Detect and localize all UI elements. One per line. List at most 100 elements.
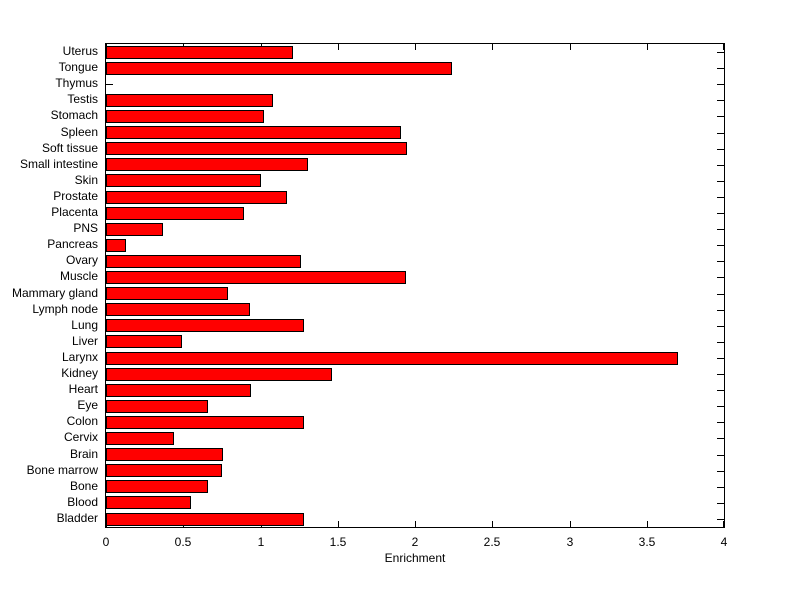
y-tick-mark-right <box>717 519 724 520</box>
bar <box>106 512 304 526</box>
category-label: Testis <box>67 92 98 107</box>
bar <box>106 448 224 462</box>
y-tick-mark-right <box>717 422 724 423</box>
y-tick-mark-right <box>717 503 724 504</box>
y-tick-mark-right <box>717 390 724 391</box>
bar <box>106 351 678 365</box>
y-tick-mark-right <box>717 487 724 488</box>
y-tick-mark-right <box>717 294 724 295</box>
category-label: Liver <box>71 333 98 348</box>
bar <box>106 319 304 333</box>
x-tick-label: 0 <box>102 535 110 549</box>
category-label: Ovary <box>65 253 98 268</box>
category-label: Cervix <box>63 430 98 445</box>
bar <box>106 399 208 413</box>
x-tick-mark-top <box>338 44 339 50</box>
bar <box>106 383 252 397</box>
y-tick-mark-right <box>717 197 724 198</box>
bar <box>106 432 174 445</box>
x-tick-mark-bottom <box>415 521 416 527</box>
bar <box>106 45 293 59</box>
category-label: Tongue <box>58 60 98 75</box>
x-tick-label: 3 <box>566 535 574 549</box>
category-label: Lung <box>71 317 98 332</box>
y-tick-mark-right <box>717 133 724 134</box>
category-label: Larynx <box>61 349 98 364</box>
bar <box>106 303 250 317</box>
x-tick-label: 1 <box>257 535 265 549</box>
bar <box>106 254 301 268</box>
category-label: Bone <box>69 478 98 493</box>
category-label: Blood <box>67 494 98 509</box>
y-tick-mark-right <box>717 245 724 246</box>
bar <box>106 496 191 510</box>
category-label: Lymph node <box>32 301 98 316</box>
bar <box>106 464 222 478</box>
y-tick-mark-right <box>717 358 724 359</box>
x-tick-mark-top <box>415 44 416 50</box>
x-tick-mark-top <box>492 44 493 50</box>
x-tick-mark-bottom <box>647 521 648 527</box>
x-tick-label: 2 <box>411 535 419 549</box>
x-tick-mark-top <box>723 44 724 50</box>
x-tick-label: 2.5 <box>483 535 501 549</box>
x-tick-mark-bottom <box>570 521 571 527</box>
category-label: Uterus <box>62 44 98 58</box>
category-label: Soft tissue <box>41 140 98 155</box>
y-tick-mark-right <box>717 326 724 327</box>
bar <box>106 93 273 107</box>
bar <box>106 126 402 139</box>
y-tick-mark-right <box>717 471 724 472</box>
y-tick-mark-right <box>717 84 724 85</box>
y-tick-mark-right <box>717 438 724 439</box>
x-tick-label: 3.5 <box>638 535 656 549</box>
y-tick-mark-right <box>717 261 724 262</box>
category-label: Placenta <box>51 205 98 219</box>
y-tick-mark-right <box>717 116 724 117</box>
y-tick-mark-right <box>717 406 724 407</box>
category-label: Heart <box>68 382 98 397</box>
y-tick-mark-right <box>717 52 724 53</box>
plot-area <box>105 43 725 528</box>
y-tick-mark-right <box>717 165 724 166</box>
bar <box>106 238 127 252</box>
x-axis-label: Enrichment <box>384 551 446 565</box>
category-label: Bone marrow <box>26 462 98 477</box>
category-label: Bladder <box>56 510 98 525</box>
bar <box>106 415 304 429</box>
y-tick-mark-right <box>717 455 724 456</box>
bar <box>106 142 408 156</box>
category-label: Spleen <box>60 124 98 139</box>
bar <box>106 110 264 123</box>
y-tick-mark-right <box>717 181 724 182</box>
category-label: Skin <box>74 172 98 187</box>
y-tick-mark-right <box>717 342 724 343</box>
y-tick-mark-right <box>717 149 724 150</box>
x-tick-mark-bottom <box>492 521 493 527</box>
x-tick-label: 1.5 <box>329 535 347 549</box>
bar <box>106 287 229 301</box>
x-tick-mark-bottom <box>723 521 724 527</box>
x-tick-label: 4 <box>720 535 728 549</box>
y-tick-mark-right <box>717 100 724 101</box>
x-tick-label: 0.5 <box>174 535 192 549</box>
category-label: Muscle <box>59 269 98 284</box>
category-label: Kidney <box>61 366 98 380</box>
bar <box>106 206 244 220</box>
y-tick-mark-right <box>717 374 724 375</box>
bar <box>106 367 332 381</box>
bar <box>106 174 261 188</box>
category-label: Stomach <box>50 108 98 123</box>
category-label: Prostate <box>53 188 98 203</box>
y-tick-mark-right <box>717 229 724 230</box>
bar <box>106 335 182 349</box>
y-tick-mark-left <box>106 84 113 85</box>
category-label: PNS <box>73 221 98 236</box>
bar <box>106 61 453 75</box>
y-tick-mark-right <box>717 68 724 69</box>
bar <box>106 222 164 236</box>
category-label: Eye <box>77 398 98 413</box>
category-label: Pancreas <box>47 237 98 252</box>
y-tick-mark-right <box>717 213 724 214</box>
